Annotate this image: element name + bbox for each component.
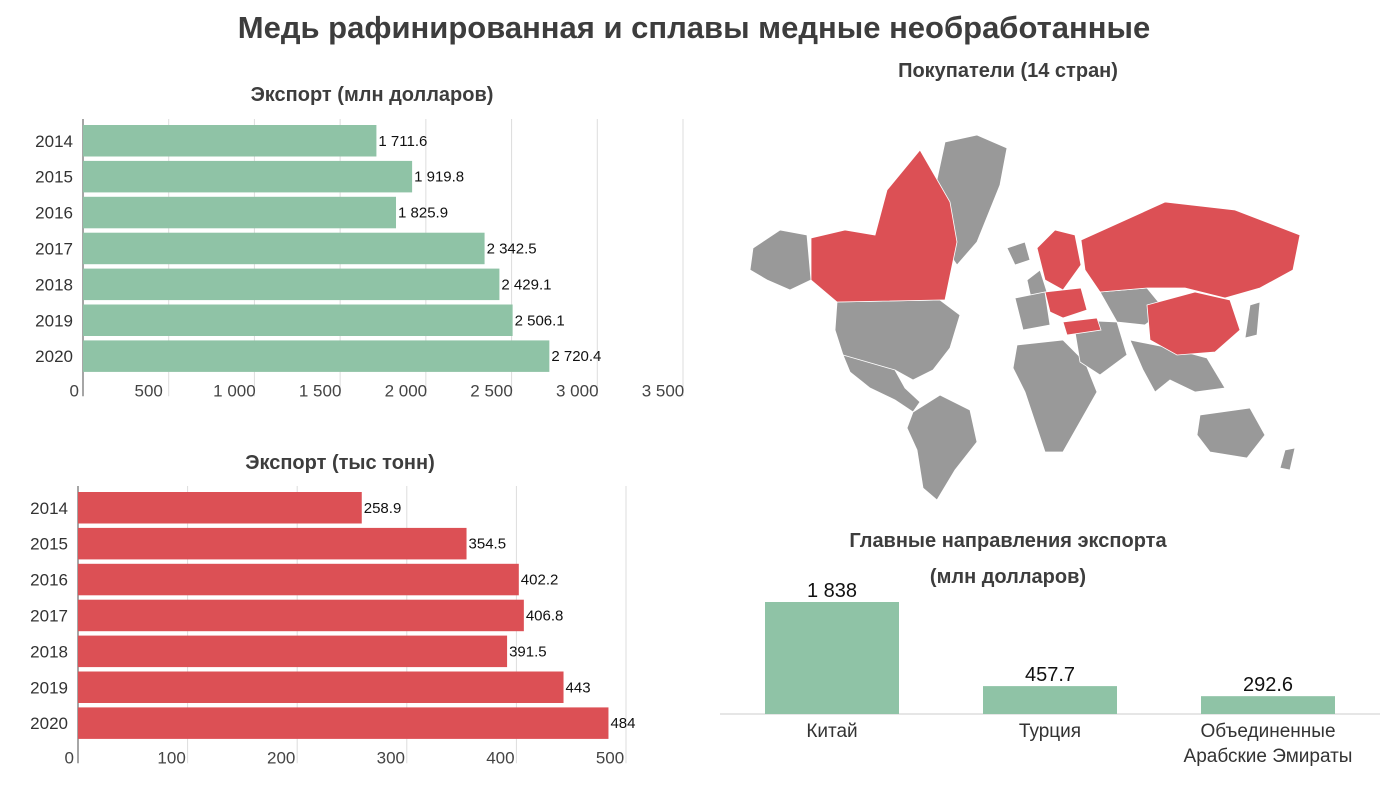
- tons-tick-label: 200: [267, 748, 295, 767]
- directions-chart-title: Главные направления экспорта: [849, 530, 1167, 552]
- tons-tick-label: 0: [65, 748, 74, 767]
- usd-bar: [83, 268, 500, 301]
- export-usd-chart-title: Экспорт (млн долларов): [250, 84, 494, 106]
- usd-bar: [83, 232, 485, 265]
- tons-category-label: 2020: [30, 714, 68, 733]
- usd-category-label: 2019: [35, 311, 73, 330]
- export-tons-chart: 0 100 200 300 400 500 2014 258.9 2015 354.5 2016 40…: [30, 486, 635, 767]
- map-japan: [1244, 301, 1261, 339]
- usd-value-label: 2 429.1: [501, 276, 551, 293]
- buyers-world-map: [749, 134, 1301, 501]
- map-alaska: [749, 229, 812, 291]
- tons-category-label: 2017: [30, 606, 68, 625]
- tons-category-label: 2015: [30, 535, 68, 554]
- tons-value-label: 402.2: [521, 572, 559, 589]
- tons-bar: [78, 563, 519, 596]
- tons-bar: [78, 527, 467, 560]
- map-buyer-canada: [810, 149, 958, 303]
- usd-tick-label: 500: [135, 381, 163, 400]
- tons-tick-label: 300: [377, 748, 405, 767]
- usd-tick-label: 0: [70, 381, 79, 400]
- tons-category-label: 2016: [30, 571, 68, 590]
- tons-tick-label: 500: [596, 748, 624, 767]
- map-middle-east: [1072, 319, 1128, 376]
- tons-category-label: 2014: [30, 499, 68, 518]
- dest-bar: [765, 602, 899, 714]
- usd-bar: [83, 304, 513, 336]
- dest-bar: [1201, 696, 1335, 714]
- dest-category-label: Турция: [1019, 721, 1081, 742]
- directions-chart-subtitle: (млн долларов): [929, 566, 1087, 588]
- dest-category-label: Объединенные: [1200, 721, 1335, 742]
- buyers-map-title: Покупатели (14 стран): [898, 60, 1118, 82]
- map-buyer-central-europe: [1044, 287, 1088, 319]
- tons-value-label: 406.8: [526, 607, 564, 624]
- usd-value-label: 2 506.1: [515, 312, 565, 329]
- map-africa: [1012, 339, 1098, 453]
- usd-category-label: 2015: [35, 168, 73, 187]
- tons-category-label: 2019: [30, 678, 68, 697]
- tons-value-label: 443: [566, 679, 591, 696]
- usd-value-label: 2 720.4: [551, 348, 601, 365]
- usd-tick-label: 2 500: [470, 381, 513, 400]
- map-buyer-scandinavia: [1036, 229, 1082, 291]
- usd-category-label: 2020: [35, 347, 73, 366]
- usd-bar: [83, 160, 413, 193]
- dest-value-label: 457.7: [1025, 664, 1075, 686]
- usd-bar: [83, 196, 397, 229]
- usd-tick-label: 2 000: [385, 381, 428, 400]
- page-title: Медь рафинированная и сплавы медные необ…: [237, 10, 1151, 45]
- directions-chart: 1 838 Китай 457.7 Турция 292.6 Объединенные Ар…: [720, 580, 1380, 767]
- tons-value-label: 484: [610, 715, 635, 732]
- map-buyer-russia: [1080, 201, 1301, 299]
- map-new-zealand: [1279, 447, 1296, 471]
- tons-value-label: 258.9: [364, 500, 402, 517]
- usd-category-label: 2017: [35, 239, 73, 258]
- usd-bar: [83, 125, 377, 157]
- dest-value-label: 292.6: [1243, 674, 1293, 696]
- export-usd-chart: 0 500 1 000 1 500 2 000 2 500 3 000 3 500 2014 1 …: [35, 119, 685, 400]
- usd-category-label: 2016: [35, 204, 73, 223]
- map-buyer-china: [1146, 291, 1241, 356]
- tons-tick-label: 400: [486, 748, 514, 767]
- tons-bar: [78, 635, 508, 668]
- usd-value-label: 1 825.9: [398, 205, 448, 222]
- usd-category-label: 2014: [35, 132, 73, 151]
- usd-bar: [83, 340, 550, 372]
- usd-tick-label: 1 000: [213, 381, 256, 400]
- map-usa: [834, 299, 961, 381]
- tons-bar: [78, 671, 564, 703]
- tons-value-label: 354.5: [469, 536, 507, 553]
- export-tons-chart-title: Экспорт (тыс тонн): [245, 452, 435, 474]
- tons-bar: [78, 492, 362, 524]
- dest-bar: [983, 686, 1117, 714]
- usd-value-label: 1 919.8: [414, 169, 464, 186]
- tons-value-label: 391.5: [509, 643, 547, 660]
- map-australia: [1196, 407, 1266, 459]
- usd-tick-label: 1 500: [299, 381, 342, 400]
- tons-bar: [78, 707, 609, 739]
- map-western-europe: [1014, 291, 1051, 331]
- usd-value-label: 1 711.6: [378, 133, 427, 150]
- dest-category-label: Арабские Эмираты: [1184, 746, 1353, 767]
- tons-tick-label: 100: [157, 748, 185, 767]
- map-south-america: [906, 394, 978, 501]
- usd-tick-label: 3 000: [556, 381, 599, 400]
- tons-category-label: 2018: [30, 642, 68, 661]
- dest-value-label: 1 838: [807, 580, 857, 602]
- usd-value-label: 2 342.5: [487, 240, 537, 257]
- usd-tick-label: 3 500: [642, 381, 685, 400]
- dest-category-label: Китай: [806, 721, 857, 742]
- tons-bar: [78, 599, 524, 632]
- usd-category-label: 2018: [35, 275, 73, 294]
- map-buyer-turkey: [1062, 317, 1102, 336]
